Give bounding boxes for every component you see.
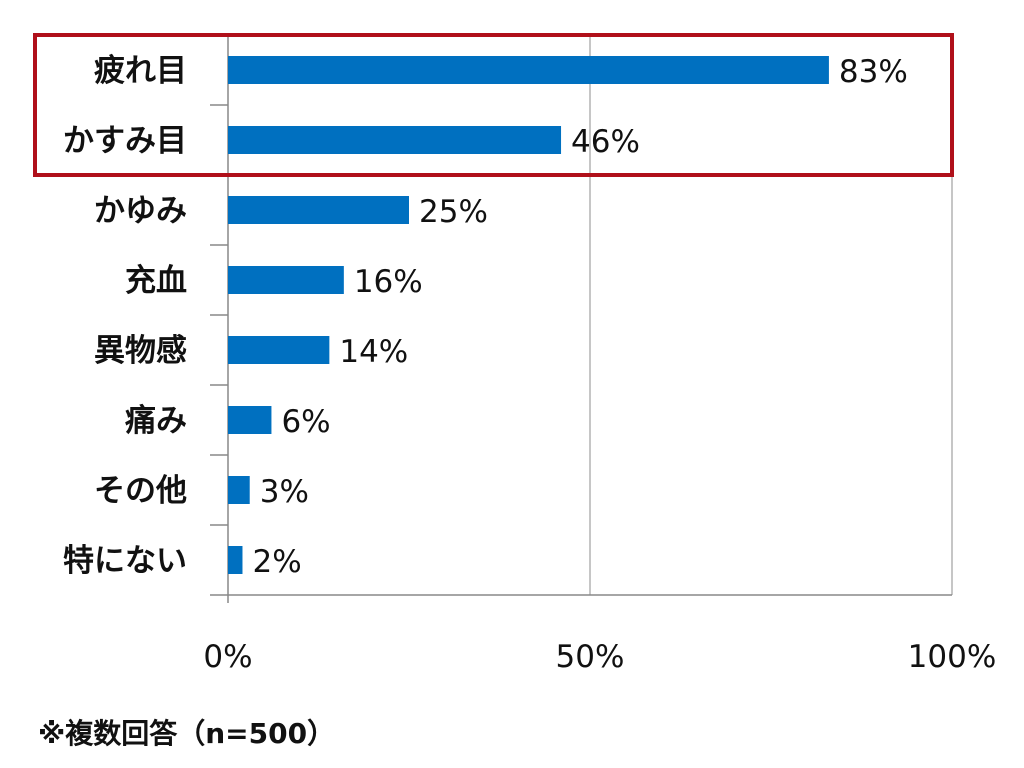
x-tick-label: 100% [908, 639, 997, 675]
bar-5 [228, 336, 330, 364]
category-label: 特にない [63, 543, 187, 579]
category-label: かゆみ [94, 193, 187, 229]
x-tick-label: 0% [203, 639, 252, 675]
category-label: 痛み [125, 403, 187, 439]
data-label: 25% [419, 194, 488, 230]
footnote: ※複数回答（n=500） [38, 717, 336, 750]
category-label: 異物感 [94, 333, 187, 369]
category-label: 充血 [125, 263, 187, 299]
data-label: 83% [839, 54, 908, 90]
category-label: その他 [94, 473, 187, 509]
category-label: 疲れ目 [94, 53, 187, 89]
bar-7 [228, 476, 250, 504]
bar-8 [228, 546, 243, 574]
data-label: 46% [571, 124, 640, 160]
bar-2 [228, 126, 562, 154]
bar-6 [228, 406, 272, 434]
x-tick-label: 50% [556, 639, 625, 675]
bar-1 [228, 56, 829, 84]
data-label: 2% [252, 544, 301, 580]
highlight-box [33, 33, 954, 177]
data-label: 6% [281, 404, 330, 440]
category-label: かすみ目 [63, 123, 187, 159]
data-label: 3% [260, 474, 309, 510]
data-label: 14% [339, 334, 408, 370]
bar-4 [228, 266, 344, 294]
bar-3 [228, 196, 409, 224]
data-label: 16% [354, 264, 423, 300]
